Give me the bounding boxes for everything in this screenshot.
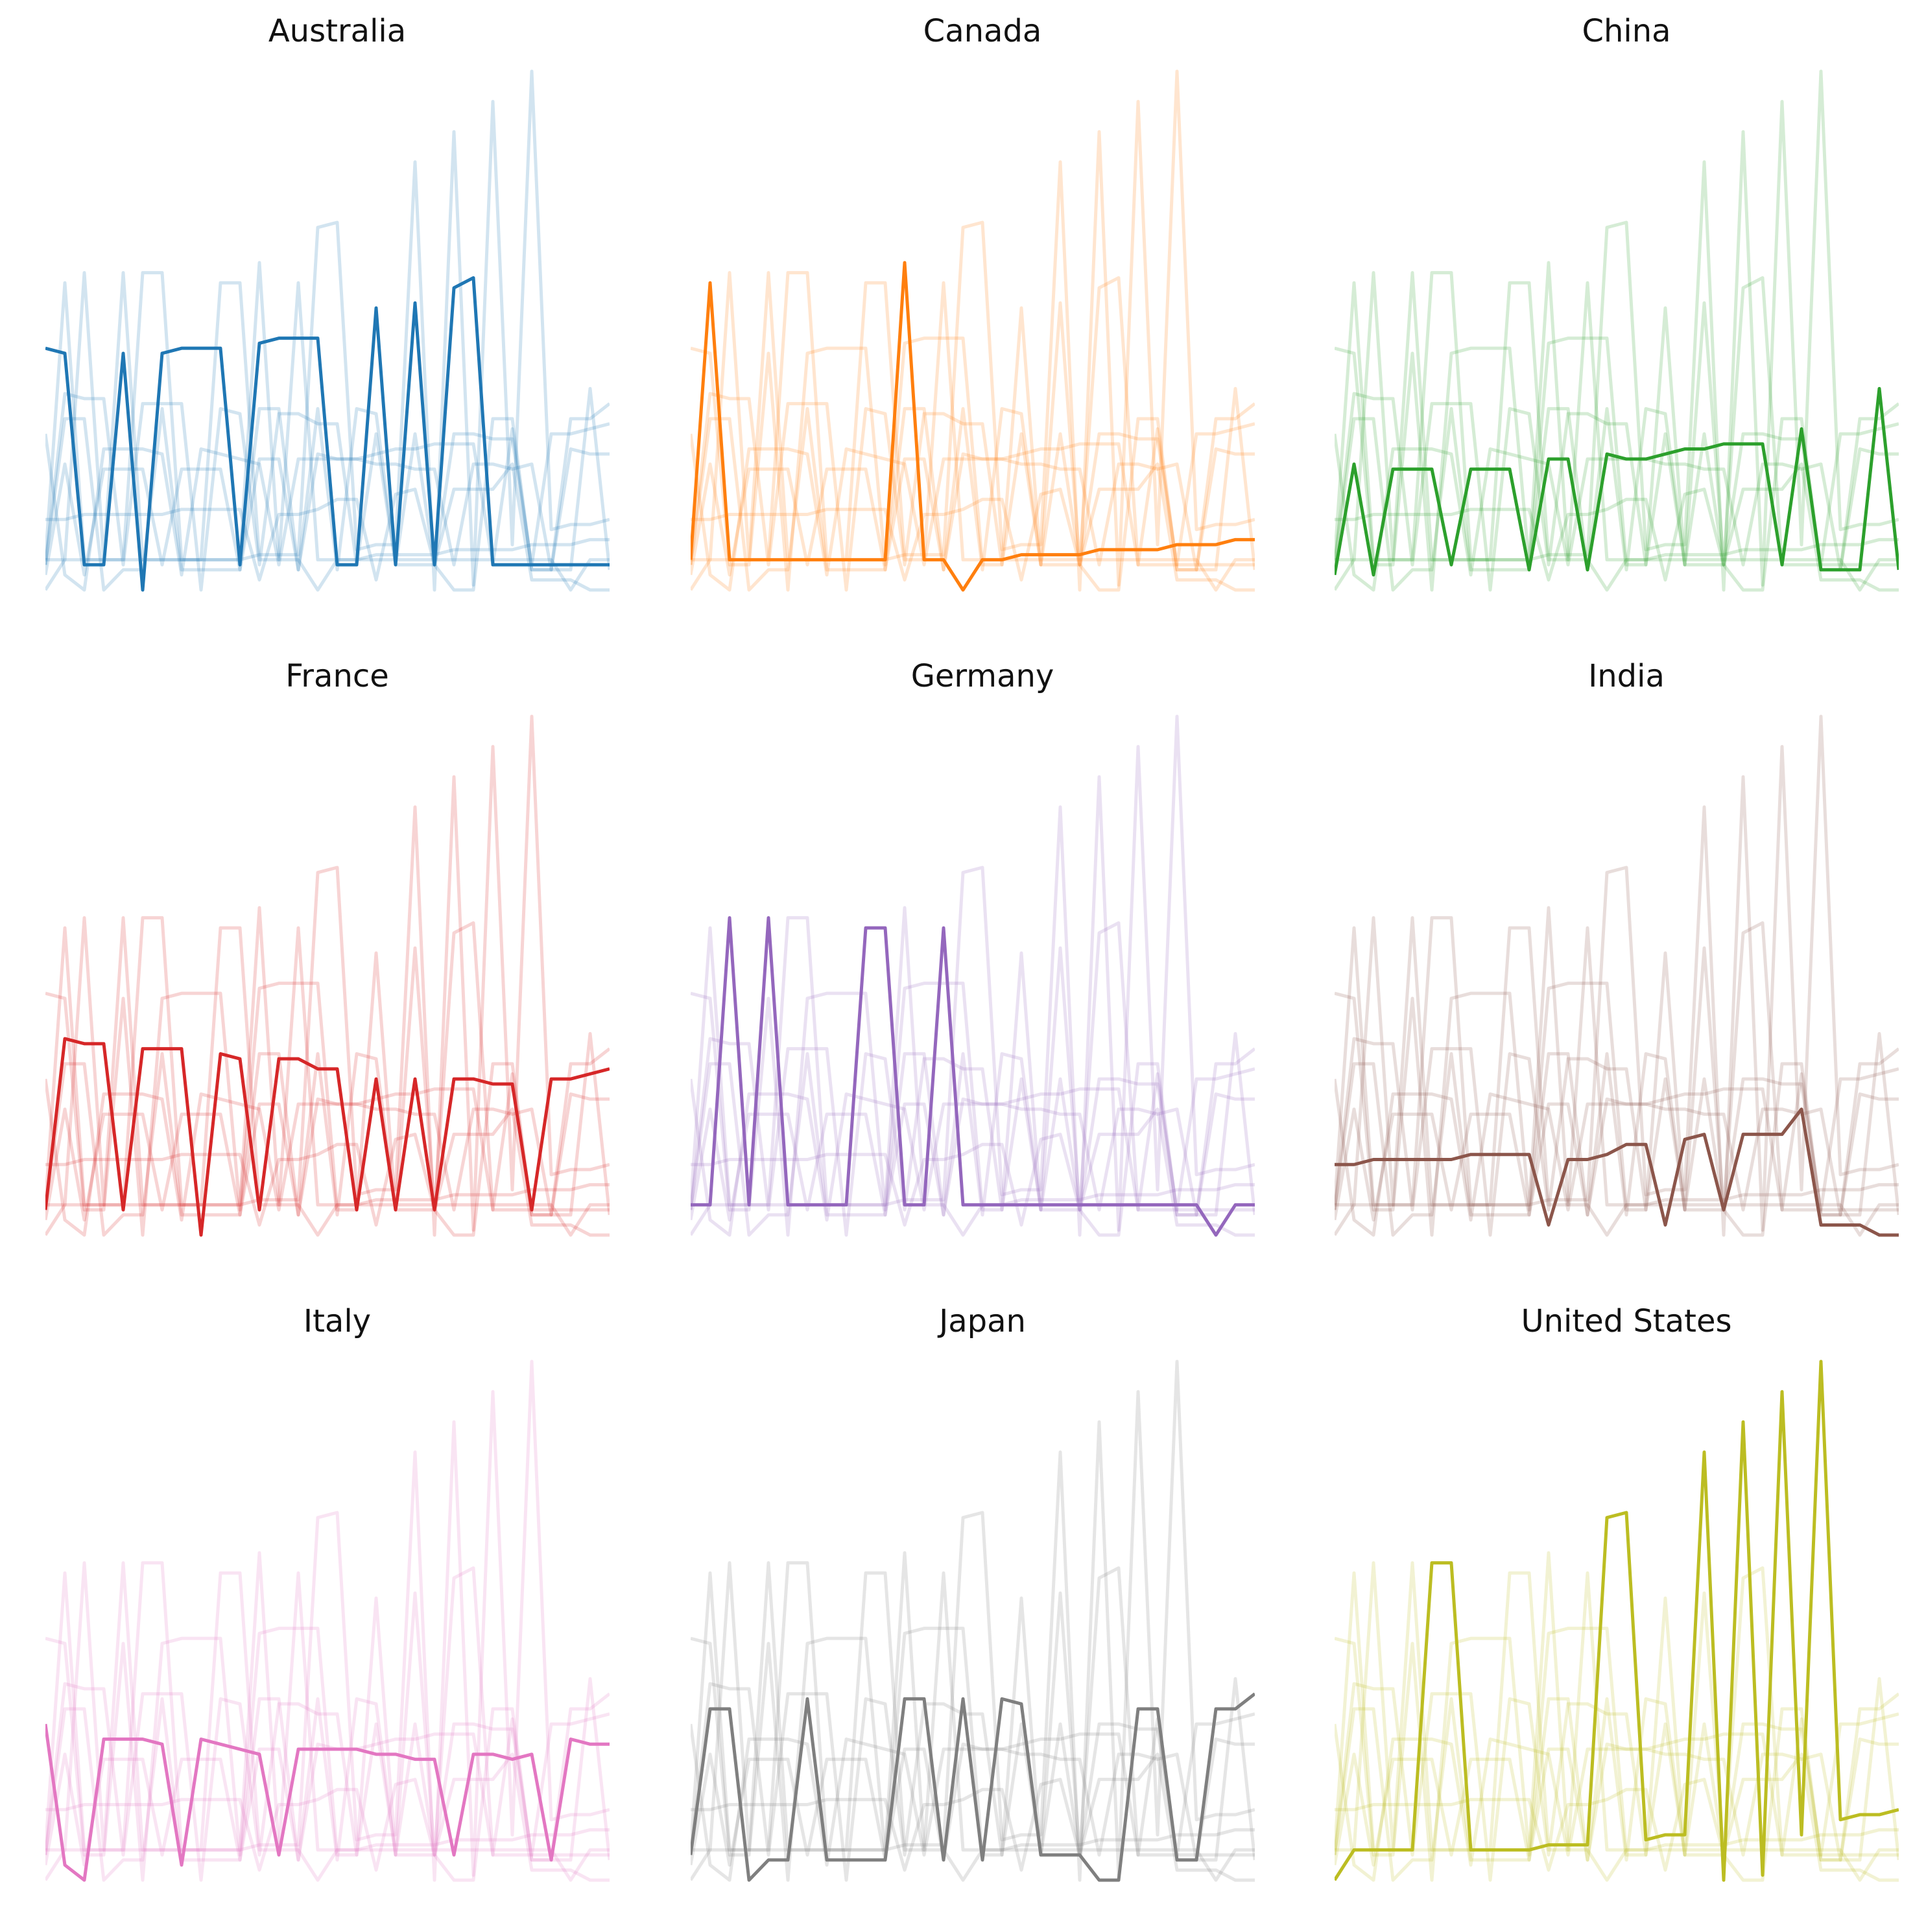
panel-plot	[45, 1360, 610, 1882]
highlighted-series-line	[691, 916, 1255, 1237]
background-series-line	[691, 276, 1255, 592]
background-series-line	[1335, 1031, 1899, 1222]
highlighted-series-line	[45, 1723, 610, 1882]
panel-title: Australia	[268, 13, 407, 49]
background-series-line	[691, 1078, 1255, 1237]
background-series-line	[1335, 1078, 1899, 1237]
panel-canada: Canada	[691, 0, 1274, 642]
highlighted-series-line	[691, 261, 1255, 592]
panel-france: France	[45, 645, 629, 1287]
background-series-line	[691, 1561, 1255, 1882]
panel-italy: Italy	[45, 1290, 629, 1932]
background-series-line	[1335, 276, 1899, 592]
panel-china: China	[1335, 0, 1918, 642]
panel-plot	[45, 714, 610, 1237]
panel-title: Italy	[303, 1303, 372, 1339]
background-series-line	[691, 1047, 1255, 1237]
background-series-line	[45, 271, 610, 592]
background-series-line	[45, 1677, 610, 1867]
background-series-line	[45, 1752, 610, 1882]
highlighted-series-line	[691, 1692, 1255, 1882]
background-series-line	[691, 1037, 1255, 1237]
background-series-line	[1335, 1551, 1899, 1882]
background-series-line	[691, 1031, 1255, 1222]
background-series-line	[1335, 261, 1899, 592]
background-series-line	[691, 392, 1255, 592]
background-series-line	[691, 69, 1255, 592]
highlighted-series-line	[45, 276, 610, 592]
background-series-line	[691, 1360, 1255, 1882]
panel-india: India	[1335, 645, 1918, 1287]
background-series-line	[691, 386, 1255, 577]
background-series-line	[691, 1752, 1255, 1882]
background-series-line	[691, 1551, 1255, 1882]
background-series-line	[1335, 462, 1899, 592]
background-series-line	[45, 462, 610, 592]
background-series-line	[691, 1682, 1255, 1882]
background-series-line	[1335, 1047, 1899, 1237]
background-series-line	[45, 921, 610, 1237]
panel-australia: Australia	[45, 0, 629, 642]
highlighted-series-line	[1335, 1360, 1899, 1882]
background-series-line	[45, 1692, 610, 1882]
background-series-line	[691, 402, 1255, 592]
background-series-line	[1335, 69, 1899, 592]
background-series-line	[45, 1551, 610, 1882]
background-series-line	[691, 906, 1255, 1237]
background-series-line	[691, 1723, 1255, 1882]
panel-title: Canada	[923, 13, 1042, 49]
panel-plot	[45, 69, 610, 592]
background-series-line	[691, 462, 1255, 592]
panel-united-states: United States	[1335, 1290, 1918, 1932]
background-series-line	[45, 1047, 610, 1237]
panel-germany: Germany	[691, 645, 1274, 1287]
background-series-line	[45, 1682, 610, 1882]
panel-japan: Japan	[691, 1290, 1274, 1932]
background-series-line	[1335, 1561, 1899, 1882]
background-series-line	[45, 1107, 610, 1237]
background-series-line	[45, 1360, 610, 1882]
panel-plot	[1335, 1360, 1899, 1882]
background-series-line	[1335, 433, 1899, 592]
panel-plot	[691, 714, 1255, 1237]
background-series-line	[45, 916, 610, 1237]
background-series-line	[691, 1566, 1255, 1882]
background-series-line	[1335, 1566, 1899, 1882]
highlighted-series-line	[45, 1037, 610, 1237]
panel-plot	[691, 69, 1255, 592]
panel-title: Japan	[939, 1303, 1026, 1339]
highlighted-series-line	[1335, 1107, 1899, 1237]
panel-plot	[1335, 69, 1899, 592]
background-series-line	[45, 906, 610, 1237]
background-series-line	[691, 433, 1255, 592]
background-series-line	[1335, 916, 1899, 1237]
panel-plot	[1335, 714, 1899, 1237]
panel-title: China	[1582, 13, 1671, 49]
panel-plot	[691, 1360, 1255, 1882]
background-series-line	[691, 921, 1255, 1237]
background-series-line	[45, 69, 610, 592]
panel-title: Germany	[910, 658, 1054, 694]
background-series-line	[1335, 1037, 1899, 1237]
background-series-line	[1335, 921, 1899, 1237]
background-series-line	[691, 271, 1255, 592]
background-series-line	[45, 1566, 610, 1882]
background-series-line	[45, 392, 610, 592]
panel-title: United States	[1521, 1303, 1732, 1339]
background-series-line	[1335, 906, 1899, 1237]
background-series-line	[691, 714, 1255, 1237]
background-series-line	[45, 1561, 610, 1882]
panel-title: France	[285, 658, 389, 694]
background-series-line	[1335, 714, 1899, 1237]
panel-title: India	[1588, 658, 1665, 694]
background-series-line	[1335, 271, 1899, 592]
highlighted-series-line	[1335, 386, 1899, 577]
